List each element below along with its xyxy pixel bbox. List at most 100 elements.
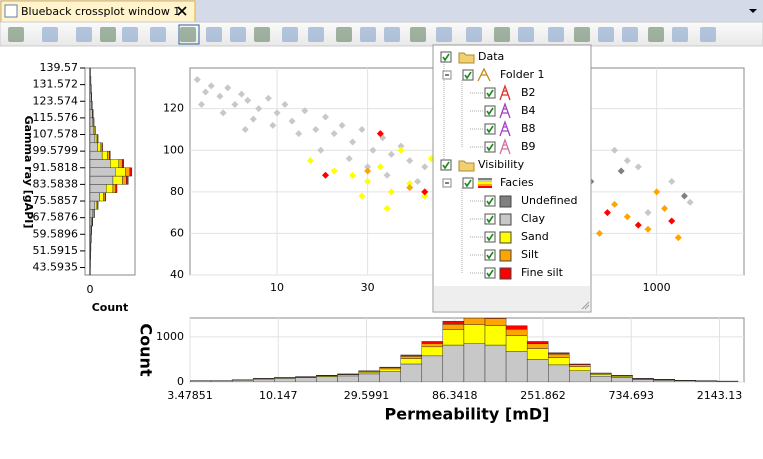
point (312, 125, 320, 133)
checkbox[interactable] (484, 249, 496, 261)
checkbox[interactable] (484, 141, 496, 153)
point (193, 76, 201, 84)
hist-bar (89, 167, 116, 177)
toolbar-button[interactable] (206, 27, 222, 42)
legend-entry: Clay (521, 212, 545, 225)
x-tick-label: 0 (87, 283, 94, 296)
toolbar-button[interactable] (308, 27, 324, 42)
point (364, 177, 372, 185)
toolbar-button[interactable] (42, 27, 58, 42)
toolbar-button[interactable] (100, 27, 116, 42)
y-tick-label: 107.578 (33, 128, 79, 141)
hist-bar (526, 341, 549, 344)
y-tick-label: 83.5838 (33, 177, 79, 190)
popup-grip (581, 301, 590, 310)
tab-menu[interactable] (749, 9, 757, 13)
toolbar-button[interactable] (672, 27, 688, 42)
toolbar-button[interactable] (360, 27, 376, 42)
toolbar-button[interactable] (230, 27, 246, 42)
point (406, 184, 414, 192)
y-tick-label: 60 (170, 226, 184, 239)
checkbox[interactable] (484, 123, 496, 135)
hist-bar (632, 379, 654, 382)
tree-item: Visibility (478, 158, 525, 171)
hist-bar (400, 354, 423, 357)
hist-bar (114, 167, 126, 177)
checkmark (486, 89, 494, 98)
checkbox[interactable] (484, 195, 496, 207)
toolbar-button[interactable] (518, 27, 534, 42)
toolbar-button[interactable] (122, 27, 138, 42)
hist-bar (129, 167, 133, 177)
point (244, 96, 252, 104)
facies-swatch (499, 213, 512, 226)
toolbar-button[interactable] (598, 27, 614, 42)
toolbar-button[interactable] (648, 27, 664, 42)
point (269, 121, 277, 129)
hist-bar (569, 364, 591, 367)
checkbox[interactable] (484, 105, 496, 117)
hist-bar (653, 379, 675, 382)
hist-bar (99, 192, 104, 202)
checkbox[interactable] (440, 159, 452, 171)
checkbox[interactable] (484, 87, 496, 99)
tree-lines (443, 62, 484, 274)
facies-swatch (499, 267, 512, 280)
hist-bar (89, 192, 100, 202)
point (207, 82, 215, 90)
checkbox[interactable] (440, 51, 452, 63)
hist-bar (442, 329, 465, 346)
checkbox[interactable] (462, 69, 474, 81)
hist-bar (590, 375, 612, 382)
y-tick-label: 40 (170, 268, 184, 281)
toolbar-button[interactable] (622, 27, 638, 42)
point (364, 167, 372, 175)
checkmark (486, 215, 494, 224)
hist-bar (442, 324, 465, 330)
toolbar-button[interactable] (548, 27, 564, 42)
toolbar-button[interactable] (336, 27, 352, 42)
toolbar-button[interactable] (574, 27, 590, 42)
hist-bar (89, 184, 107, 193)
hist-bar (569, 366, 591, 371)
checkbox[interactable] (484, 267, 496, 279)
hist-bar (379, 366, 401, 369)
y-tick-label: 131.572 (33, 78, 79, 91)
point (634, 221, 642, 229)
hist-bar (253, 378, 275, 382)
checkbox[interactable] (484, 213, 496, 225)
perm-count-label: Count (137, 323, 156, 377)
well-icon (499, 84, 511, 101)
point (330, 130, 338, 138)
checkbox[interactable] (484, 231, 496, 243)
toolbar-button[interactable] (700, 27, 716, 42)
facies-icon-stripe (478, 178, 492, 180)
toolbar-button[interactable] (494, 27, 510, 42)
checkmark (486, 107, 494, 116)
toolbar-button[interactable] (76, 27, 92, 42)
point (623, 157, 631, 165)
hist-bar (231, 379, 254, 382)
hist-bar (484, 318, 507, 326)
checkmark (464, 71, 472, 80)
point (661, 204, 669, 212)
toolbar-button[interactable] (180, 27, 196, 42)
toolbar-button[interactable] (282, 27, 298, 42)
toolbar-button[interactable] (254, 27, 270, 42)
well-icon (499, 138, 511, 155)
point (202, 88, 210, 96)
hist-bar (548, 364, 570, 382)
toolbar-button[interactable] (410, 27, 426, 42)
hist-bar (89, 159, 111, 168)
toolbar-button[interactable] (436, 27, 452, 42)
point (249, 115, 257, 123)
hist-bar (89, 209, 93, 218)
tab-close[interactable] (177, 6, 187, 16)
point (231, 101, 239, 109)
toolbar-button[interactable] (466, 27, 482, 42)
checkbox[interactable] (462, 177, 474, 189)
toolbar-button[interactable] (8, 27, 24, 42)
hist-bar (97, 142, 102, 152)
toolbar-button[interactable] (384, 27, 400, 42)
toolbar-button[interactable] (150, 27, 166, 42)
